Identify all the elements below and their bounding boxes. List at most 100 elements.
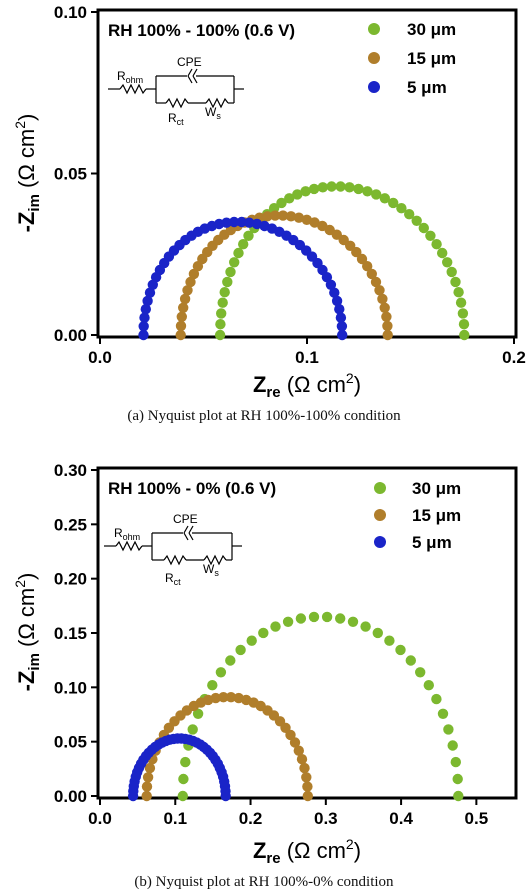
data-point-15um [175, 320, 187, 332]
data-point-5um [336, 321, 348, 332]
x-axis-label-b: Zre (Ω cm2) [253, 836, 361, 867]
y-tick-label: 0.00 [54, 326, 87, 345]
data-point-30um [180, 756, 191, 768]
data-point-15um [362, 261, 373, 272]
circuit-r-ct-label-a: Rct [168, 111, 184, 127]
data-point-30um [452, 773, 463, 785]
data-point-15um [301, 772, 312, 783]
data-point-30um [214, 329, 226, 341]
legend-marker-15um-b [374, 509, 386, 521]
data-point-15um [302, 781, 313, 792]
circuit-w-label-a: Ws [205, 105, 221, 121]
nyquist-chart-a: 0.0 0.1 0.2 0.00 0.05 0.10 RH 100% - 100% (0.… [12, 3, 526, 401]
data-point-30um [225, 655, 236, 666]
data-point-30um [453, 287, 464, 298]
data-point-15um [277, 210, 289, 221]
data-point-15um [379, 302, 390, 313]
x-tick-label: 0.0 [88, 809, 112, 828]
data-point-5um [236, 216, 247, 228]
data-point-5um [334, 304, 345, 315]
data-point-30um [229, 257, 240, 268]
legend-label-15um-b: 15 μm [412, 506, 461, 525]
data-point-30um [335, 181, 346, 192]
circuit-cpe-label-a: CPE [177, 55, 202, 69]
data-point-15um [289, 737, 301, 748]
condition-label-b: RH 100% - 0% (0.6 V) [108, 479, 276, 498]
legend-b: 30 μm 15 μm 5 μm [374, 479, 461, 552]
data-point-15um [179, 293, 191, 305]
data-point-30um [233, 247, 244, 259]
y-tick-label: 0.05 [54, 733, 87, 752]
data-point-30um [284, 193, 295, 204]
data-point-15um [178, 302, 189, 313]
data-point-30um [235, 644, 246, 656]
x-tick-label: 0.5 [465, 809, 489, 828]
caption-b: (b) Nyquist plot at RH 100%-0% condition [134, 874, 394, 890]
data-point-30um [411, 215, 422, 226]
legend-marker-15um-a [368, 52, 380, 64]
data-point-5um [220, 790, 231, 802]
legend-marker-5um-a [368, 81, 380, 93]
data-point-30um [396, 203, 407, 214]
legend-label-30um-a: 30 μm [407, 20, 456, 39]
data-point-30um [450, 276, 461, 288]
y-axis-label-a: -Zim (Ω cm2) [12, 114, 43, 233]
data-point-5um [140, 304, 151, 315]
data-point-30um [423, 680, 434, 691]
x-tick-label: 0.3 [314, 809, 338, 828]
data-point-15um [182, 285, 193, 296]
equivalent-circuit-a [108, 68, 244, 109]
data-point-30um [300, 186, 311, 197]
data-point-15um [370, 276, 382, 288]
x-tick-label: 0.2 [502, 348, 526, 367]
data-point-15um [210, 692, 221, 704]
data-point-15um [382, 329, 393, 341]
data-point-30um [431, 239, 442, 250]
data-point-30um [246, 635, 257, 646]
data-point-30um [238, 239, 249, 250]
data-point-5um [244, 217, 255, 228]
data-point-30um [308, 611, 320, 623]
data-point-15um [301, 214, 312, 225]
data-point-30um [344, 182, 355, 193]
data-point-15um [377, 293, 388, 305]
legend-marker-5um-b [374, 536, 386, 548]
caption-a: (a) Nyquist plot at RH 100%-100% conditi… [127, 408, 401, 424]
data-point-30um [418, 222, 429, 234]
data-point-30um [270, 621, 281, 632]
data-point-30um [258, 627, 269, 639]
circuit-r-ohm-label-a: Rohm [117, 69, 143, 85]
data-point-15um [218, 692, 229, 703]
x-tick-label: 0.1 [163, 809, 187, 828]
x-tick-label: 0.2 [239, 809, 263, 828]
data-point-5um [228, 216, 240, 228]
axis-ticks-b: 0.0 0.1 0.2 0.3 0.4 0.5 0.00 0.05 0.10 0.15 0.20 0.… [54, 461, 488, 828]
y-tick-label: 0.30 [54, 461, 87, 480]
data-point-15um [382, 320, 393, 332]
data-point-15um [302, 790, 313, 802]
legend-label-30um-b: 30 μm [412, 479, 461, 498]
data-point-15um [381, 311, 392, 322]
data-point-5um [138, 321, 149, 332]
y-tick-label: 0.00 [54, 787, 87, 806]
x-tick-label: 0.0 [88, 348, 112, 367]
circuit-cpe-label-b: CPE [173, 512, 198, 526]
data-point-15um [374, 285, 385, 296]
legend-marker-30um-b [374, 482, 386, 494]
data-point-30um [295, 613, 307, 624]
data-point-30um [178, 773, 189, 785]
legend-label-5um-b: 5 μm [412, 533, 452, 552]
equivalent-circuit-b [104, 525, 242, 566]
data-point-30um [308, 183, 320, 195]
data-point-5um [144, 287, 156, 298]
data-point-30um [326, 181, 337, 192]
nyquist-chart-b: 0.0 0.1 0.2 0.3 0.4 0.5 0.00 0.05 0.10 0.15 0.20 0.… [12, 461, 518, 867]
y-tick-label: 0.05 [54, 165, 87, 184]
data-point-30um [362, 186, 373, 197]
y-axis-label-b: -Zim (Ω cm2) [12, 573, 43, 692]
data-point-5um [139, 312, 150, 323]
data-point-15um [175, 329, 186, 341]
y-tick-label: 0.10 [54, 678, 87, 697]
data-point-30um [215, 667, 227, 678]
